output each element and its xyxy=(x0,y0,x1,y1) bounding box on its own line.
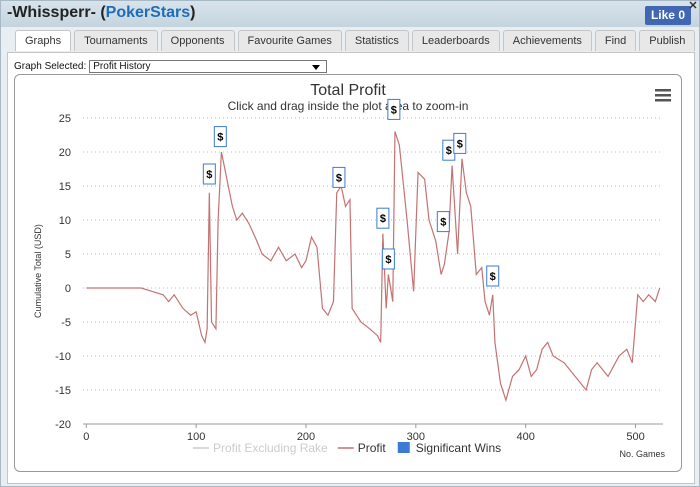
like-button[interactable]: Like 0 xyxy=(644,6,691,25)
title-text: ) xyxy=(190,4,196,21)
chart-subtitle: Click and drag inside the plot area to z… xyxy=(228,99,469,113)
y-tick-label: -15 xyxy=(55,385,71,397)
close-icon[interactable] xyxy=(689,1,697,9)
tab[interactable]: Achievements xyxy=(502,30,592,51)
x-tick-label: 300 xyxy=(407,431,425,443)
win-flag: $ xyxy=(376,207,390,229)
flag-label: $ xyxy=(217,132,223,144)
flag-box xyxy=(332,166,346,188)
flag-box xyxy=(453,132,467,154)
win-flag: $ xyxy=(387,98,401,120)
x-axis-label: No. Games xyxy=(619,449,665,459)
flag-label: $ xyxy=(385,254,391,266)
flag-label: $ xyxy=(457,138,463,150)
profit-line xyxy=(86,131,661,403)
y-tick-label: -5 xyxy=(61,317,71,329)
site-name[interactable]: PokerStars xyxy=(105,4,191,21)
tab[interactable]: Leaderboards xyxy=(411,30,500,51)
flag-label: $ xyxy=(490,271,496,283)
y-tick-label: 5 xyxy=(65,249,71,261)
tab[interactable]: Statistics xyxy=(344,30,409,51)
menu-icon[interactable] xyxy=(655,89,671,102)
chart: Total Profit Click and drag inside the p… xyxy=(14,74,682,472)
legend-label: Profit Excluding Rake xyxy=(213,441,328,455)
player-title: -Whissperr- (PokerStars) xyxy=(7,4,196,22)
win-flag: $ xyxy=(213,126,227,148)
x-tick-label: 400 xyxy=(517,431,535,443)
win-flag: $ xyxy=(202,163,216,185)
like-label: Like xyxy=(650,8,675,22)
x-tick-label: 0 xyxy=(83,431,89,443)
tab[interactable]: Tournaments xyxy=(74,30,158,51)
y-tick-label: 25 xyxy=(59,113,71,125)
legend-label: Significant Wins xyxy=(416,441,501,455)
y-tick-label: 20 xyxy=(59,147,71,159)
selector-label: Graph Selected: xyxy=(14,61,87,72)
flag-box xyxy=(202,163,216,185)
y-axis-label: Cumulative Total (USD) xyxy=(33,224,43,318)
win-flag: $ xyxy=(381,248,395,270)
win-flag: $ xyxy=(332,166,346,188)
flag-label: $ xyxy=(336,172,342,184)
flag-label: $ xyxy=(391,104,397,116)
y-tick-label: -10 xyxy=(55,351,71,363)
legend-label: Profit xyxy=(358,441,387,455)
graph-selector: Graph Selected: Profit History xyxy=(14,60,328,73)
tab[interactable]: Graphs xyxy=(15,30,72,51)
flag-box xyxy=(376,207,390,229)
flag-label: $ xyxy=(440,217,446,229)
tab-bar: Graphs Tournaments Opponents Favourite Game… xyxy=(15,30,696,51)
panel: Graph Selected: Profit History Total Prof… xyxy=(7,52,695,484)
flag-box xyxy=(213,126,227,148)
y-tick-label: 10 xyxy=(59,215,71,227)
x-tick-label: 100 xyxy=(187,431,205,443)
flag-box xyxy=(387,98,401,120)
win-flag: $ xyxy=(442,139,456,161)
chart-title: Total Profit xyxy=(310,82,386,99)
y-tick-label: 15 xyxy=(59,181,71,193)
tab[interactable]: Opponents xyxy=(160,30,235,51)
flag-box xyxy=(486,265,500,287)
tab[interactable]: Publish xyxy=(639,30,696,51)
tab[interactable]: Favourite Games xyxy=(237,30,342,51)
legend-swatch xyxy=(397,442,410,453)
win-flag: $ xyxy=(436,211,450,233)
tab[interactable]: Find xyxy=(594,30,637,51)
flag-label: $ xyxy=(206,169,212,181)
dropdown[interactable]: Profit History xyxy=(89,60,328,73)
flag-box xyxy=(381,248,395,270)
win-flag: $ xyxy=(486,265,500,287)
flag-box xyxy=(436,211,450,233)
win-flag: $ xyxy=(453,132,467,154)
x-tick-label: 500 xyxy=(626,431,644,443)
flag-label: $ xyxy=(380,213,386,225)
y-tick-label: 0 xyxy=(65,283,71,295)
y-tick-label: -20 xyxy=(55,419,71,431)
x-tick-label: 200 xyxy=(297,431,315,443)
title-bar: -Whissperr- (PokerStars) Like 0 xyxy=(1,1,699,27)
like-count: 0 xyxy=(678,8,685,22)
flag-label: $ xyxy=(446,145,452,157)
title-text: -Whissperr- ( xyxy=(7,4,106,21)
